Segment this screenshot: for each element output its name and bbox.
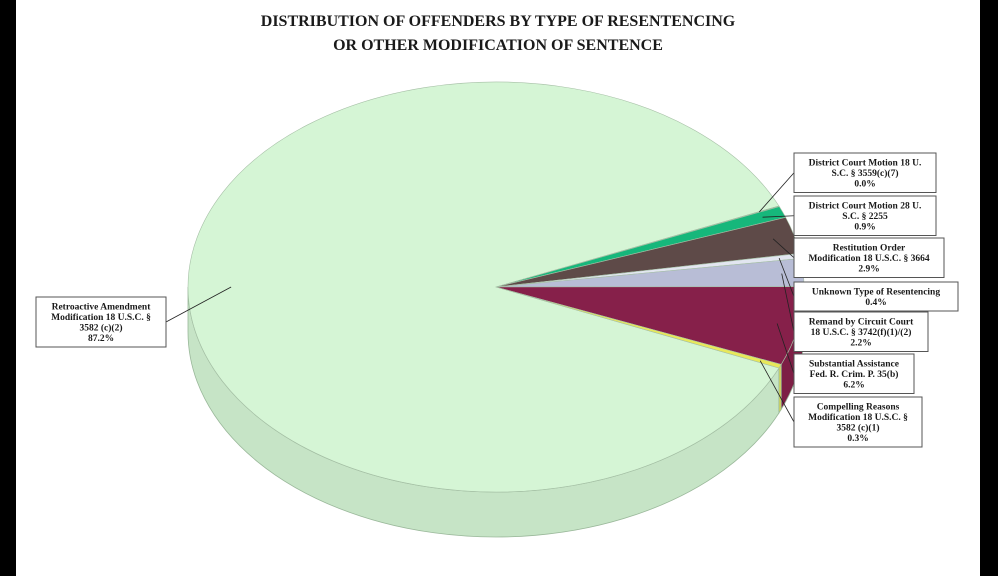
pie-label-text: 87.2%: [88, 334, 114, 344]
pie-label-text: Modification 18 U.S.C. § 3664: [808, 254, 929, 264]
pie-label-text: 2.9%: [858, 265, 879, 275]
pie-label-text: Substantial Assistance: [809, 360, 899, 370]
pie-label-text: 0.4%: [865, 298, 886, 308]
pie-label-text: S.C. § 3559(c)(7): [831, 168, 898, 179]
pie-label-text: 18 U.S.C. § 3742(f)(1)/(2): [811, 327, 912, 338]
pie-label-district-court-motion-18-u-s-c-3559-c-7: District Court Motion 18 U.S.C. § 3559(c…: [759, 152, 937, 213]
pie-leader-line: [759, 360, 795, 423]
pie-label-text: 6.2%: [843, 381, 864, 391]
pie-label-text: S.C. § 2255: [842, 212, 888, 222]
pie-label-text: 0.3%: [847, 434, 868, 444]
chart-title: DISTRIBUTION OF OFFENDERS BY TYPE OF RES…: [16, 10, 980, 58]
chart-title-line-1: DISTRIBUTION OF OFFENDERS BY TYPE OF RES…: [260, 13, 736, 30]
pie-label-text: 0.0%: [854, 180, 875, 190]
chart-title-line-2: OR OTHER MODIFICATION OF SENTENCE: [333, 37, 663, 54]
pie-slice-retroactive-amendment-modification-18-u-s-c-3582-c-2: [187, 81, 780, 493]
pie-leader-line: [759, 172, 795, 213]
pie-leader-line: [165, 286, 232, 323]
pie-label-text: Modification 18 U.S.C. §: [808, 413, 908, 423]
pie-label-text: 0.9%: [854, 223, 875, 233]
pie-side-compelling-reasons-modification-18-u-s-c-3582-c-1: [778, 363, 782, 415]
pie-label-box: [793, 195, 937, 236]
pie-leader-line: [778, 257, 795, 297]
pie-label-text: Compelling Reasons: [817, 403, 900, 413]
pie-label-text: Remand by Circuit Court: [809, 318, 914, 328]
pie-label-box: [793, 396, 923, 448]
pie-label-text: Modification 18 U.S.C. §: [51, 313, 151, 323]
chart-page: DISTRIBUTION OF OFFENDERS BY TYPE OF RES…: [16, 0, 980, 576]
pie-label-text: 2.2%: [850, 339, 871, 349]
pie-leader-line: [772, 238, 795, 259]
pie-label-box: [793, 237, 945, 278]
pie-label-box: [793, 281, 959, 312]
pie-label-text: Restitution Order: [833, 244, 906, 254]
pie-label-text: District Court Motion 28 U.: [809, 202, 922, 212]
pie-label-text: Retroactive Amendment: [52, 303, 152, 313]
pie-label-text: District Court Motion 18 U.: [809, 159, 922, 169]
pie-label-district-court-motion-28-u-s-c-2255: District Court Motion 28 U.S.C. § 22550.…: [762, 195, 937, 236]
pie-label-text: Fed. R. Crim. P. 35(b): [810, 369, 899, 380]
pie-label-box: [793, 311, 929, 352]
pie-leader-line: [781, 273, 795, 332]
pie-label-box: [793, 152, 937, 193]
pie-label-text: Unknown Type of Resentencing: [812, 288, 940, 298]
pie-label-box: [793, 353, 915, 394]
pie-label-text: 3582 (c)(1): [837, 423, 880, 434]
pie-leader-line: [762, 215, 795, 218]
pie-label-text: 3582 (c)(2): [80, 323, 123, 334]
pie-slice-compelling-reasons-modification-18-u-s-c-3582-c-1: [495, 286, 782, 369]
pie-label-box: [35, 296, 167, 348]
pie-top-group: [187, 81, 805, 493]
pie-leader-line: [776, 323, 795, 374]
